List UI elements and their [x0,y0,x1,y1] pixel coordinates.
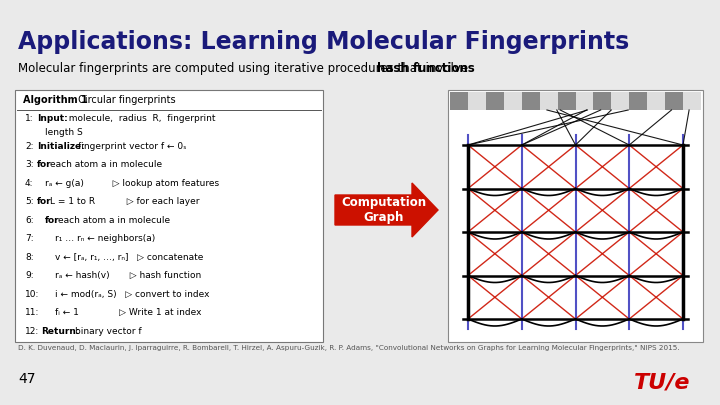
Text: 10:: 10: [25,290,40,299]
Text: each atom a in molecule: each atom a in molecule [50,160,162,169]
Text: Molecular fingerprints are computed using iterative procedures that involve: Molecular fingerprints are computed usin… [18,62,472,75]
Text: 4:: 4: [25,179,34,188]
Text: 6:: 6: [25,216,34,225]
Text: v ← [rₐ, r₁, …, rₙ]   ▷ concatenate: v ← [rₐ, r₁, …, rₙ] ▷ concatenate [55,253,203,262]
Text: for: for [45,216,60,225]
FancyBboxPatch shape [557,92,575,110]
FancyBboxPatch shape [540,92,557,110]
Text: TU/e: TU/e [634,372,690,392]
FancyArrow shape [335,183,438,237]
FancyBboxPatch shape [504,92,522,110]
FancyBboxPatch shape [468,92,486,110]
FancyBboxPatch shape [486,92,504,110]
FancyBboxPatch shape [575,92,593,110]
Text: 47: 47 [18,372,35,386]
Text: i ← mod(rₐ, S)   ▷ convert to index: i ← mod(rₐ, S) ▷ convert to index [55,290,210,299]
FancyBboxPatch shape [611,92,629,110]
Text: Algorithm 1: Algorithm 1 [23,95,88,105]
Text: binary vector f: binary vector f [75,327,142,336]
FancyBboxPatch shape [683,92,701,110]
Text: 11:: 11: [25,308,40,317]
FancyBboxPatch shape [450,92,468,110]
FancyBboxPatch shape [593,92,611,110]
FancyBboxPatch shape [522,92,540,110]
Text: rₐ ← g(a)          ▷ lookup atom features: rₐ ← g(a) ▷ lookup atom features [45,179,219,188]
Text: Computation
Graph: Computation Graph [341,196,426,224]
Text: 1:: 1: [25,114,34,123]
Text: molecule,  radius  R,  fingerprint: molecule, radius R, fingerprint [63,114,215,123]
Text: Return:: Return: [41,327,79,336]
Text: r₁ … rₙ ← neighbors(a): r₁ … rₙ ← neighbors(a) [55,234,156,243]
Text: for: for [37,197,52,206]
Text: D. K. Duvenaud, D. MacIaurin, J. Iparraguirre, R. Bombarell, T. Hirzel, A. Aspur: D. K. Duvenaud, D. MacIaurin, J. Iparrag… [18,345,680,351]
Text: Circular fingerprints: Circular fingerprints [75,95,176,105]
Text: fᵢ ← 1              ▷ Write 1 at index: fᵢ ← 1 ▷ Write 1 at index [55,308,202,317]
Text: rₐ ← hash(v)       ▷ hash function: rₐ ← hash(v) ▷ hash function [55,271,202,280]
Text: Initialize:: Initialize: [37,142,85,151]
Text: Applications: Learning Molecular Fingerprints: Applications: Learning Molecular Fingerp… [18,30,629,54]
Text: 3:: 3: [25,160,34,169]
FancyBboxPatch shape [647,92,665,110]
Text: Input:: Input: [37,114,68,123]
Text: 2:: 2: [25,142,34,151]
Text: fingerprint vector f ← 0ₛ: fingerprint vector f ← 0ₛ [78,142,186,151]
FancyBboxPatch shape [15,90,323,342]
Text: 7:: 7: [25,234,34,243]
Text: 9:: 9: [25,271,34,280]
Text: hash functions: hash functions [377,62,474,75]
FancyBboxPatch shape [665,92,683,110]
FancyBboxPatch shape [629,92,647,110]
Text: 12:: 12: [25,327,40,336]
Text: length S: length S [45,128,83,137]
Text: for: for [37,160,52,169]
Text: each atom a in molecule: each atom a in molecule [58,216,170,225]
Text: L = 1 to R           ▷ for each layer: L = 1 to R ▷ for each layer [50,197,199,206]
FancyBboxPatch shape [448,90,703,342]
Text: 5:: 5: [25,197,34,206]
Text: 8:: 8: [25,253,34,262]
